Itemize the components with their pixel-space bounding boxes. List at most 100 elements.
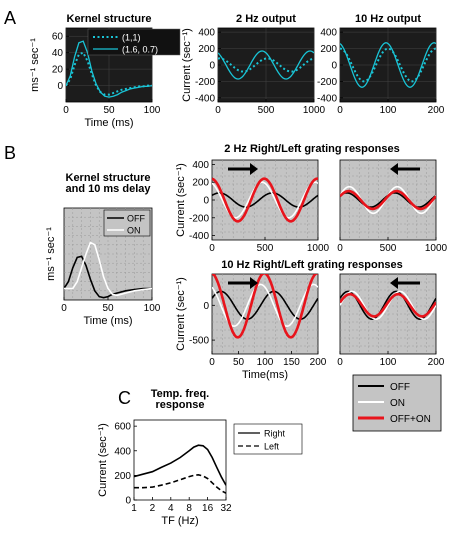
x-tick-label: 4 [168, 503, 174, 514]
x-tick-label: 0 [61, 303, 67, 314]
series-line-off-on [340, 189, 436, 211]
x-axis-label: TF (Hz) [161, 515, 198, 527]
y-tick-label: 20 [52, 65, 64, 76]
chart-b5: 0 100 200 [337, 273, 445, 368]
series-line-1 [218, 50, 314, 80]
chart-title: Kernel structure [67, 13, 152, 25]
y-tick-label: 200 [192, 178, 209, 189]
y-tick-label: 60 [52, 32, 64, 43]
x-tick-label: 0 [63, 105, 69, 116]
x-tick-label: 0 [337, 105, 343, 116]
chart-c: 1 2 4 8 16 32 0 200 400 600 Temp. freq.response TF … [97, 388, 303, 527]
legend: (1,1) (1.6, 0.7) [87, 28, 181, 56]
series-line--1-1- [66, 51, 152, 96]
chart-title: Temp. freq. [151, 388, 209, 400]
legend-box [87, 28, 181, 56]
chart-a3: 0 100 200 -400 -200 0 200 400 10 Hz output [317, 13, 445, 116]
x-axis-label: Time(ms) [242, 369, 288, 381]
legend-label-offon: OFF+ON [390, 414, 431, 425]
y-tick-label: 0 [203, 301, 209, 312]
y-tick-label: 0 [57, 81, 63, 92]
chart-subtitle: response [156, 399, 205, 411]
y-tick-label: 200 [198, 44, 215, 55]
series-line-off-on [212, 274, 318, 339]
y-tick-label: 600 [114, 422, 131, 433]
x-tick-label: 500 [258, 105, 275, 116]
series-line-off [64, 255, 152, 299]
x-tick-label: 200 [428, 105, 445, 116]
x-tick-label: 1000 [425, 243, 448, 254]
x-tick-label: 200 [428, 357, 445, 368]
series-line-1 [340, 42, 436, 88]
legend-label-off: OFF [390, 382, 410, 393]
x-tick-label: 500 [257, 243, 274, 254]
y-tick-label: -400 [189, 231, 209, 242]
x-tick-label: 200 [310, 357, 327, 368]
y-tick-label: 0 [209, 61, 215, 72]
legend-label: Left [264, 442, 280, 452]
x-tick-label: 2 [150, 503, 156, 514]
arrow-right-icon [228, 163, 258, 175]
y-tick-label: 200 [114, 471, 131, 482]
series-line-on [64, 241, 152, 297]
y-tick-label: -400 [317, 93, 337, 104]
legend-label: (1,1) [122, 33, 141, 43]
series-line-off-on [212, 177, 318, 223]
x-tick-label: 500 [380, 243, 397, 254]
legend: Right Left [233, 423, 303, 455]
chart-title: 10 Hz output [355, 13, 421, 25]
x-tick-label: 0 [215, 105, 221, 116]
y-tick-label: 0 [331, 61, 337, 72]
gridlines [65, 28, 153, 102]
legend-label: OFF [127, 214, 145, 224]
y-axis-label: Current (sec⁻¹) [181, 28, 193, 102]
x-tick-label: 16 [202, 503, 214, 514]
y-axis-label: Current (sec⁻¹) [175, 277, 187, 351]
y-tick-label: 400 [198, 28, 215, 39]
x-tick-label: 0 [209, 243, 215, 254]
y-axis-label: Current (sec⁻¹) [175, 163, 187, 237]
x-tick-label: 100 [380, 105, 397, 116]
panel-letter-b: B [4, 143, 16, 163]
y-tick-label: 0 [125, 496, 131, 507]
arrow-left-icon [390, 163, 420, 175]
chart-subtitle: and 10 ms delay [66, 183, 152, 195]
x-axis-label: Time (ms) [84, 117, 133, 129]
y-tick-label: -200 [195, 77, 215, 88]
x-tick-label: 50 [103, 105, 115, 116]
y-tick-label: 0 [203, 196, 209, 207]
x-tick-label: 8 [186, 503, 192, 514]
arrow-right-icon [228, 277, 258, 289]
x-tick-label: 100 [144, 303, 161, 314]
series-line-0 [218, 57, 314, 73]
x-tick-label: 100 [144, 105, 161, 116]
gridlines [212, 160, 318, 240]
x-axis-label: Time (ms) [83, 315, 132, 327]
legend: OFF ON [103, 209, 151, 237]
chart-title: 10 Hz Right/Left grating responses [221, 259, 403, 271]
x-tick-label: 50 [102, 303, 114, 314]
x-tick-label: 32 [220, 503, 232, 514]
legend-box [103, 209, 151, 237]
y-axis-label: ms⁻¹ sec⁻¹ [45, 227, 57, 281]
y-axis-label: Current (sec⁻¹) [97, 423, 109, 497]
chart-title: 2 Hz Right/Left grating responses [224, 143, 399, 155]
series-line-off-on [340, 292, 436, 318]
y-tick-label: 400 [320, 28, 337, 39]
y-tick-label: 40 [52, 48, 64, 59]
legend-label: ON [127, 226, 141, 236]
panel-letter-a: A [4, 8, 16, 28]
legend-label: Right [264, 429, 286, 439]
y-tick-label: -200 [317, 77, 337, 88]
legend-label: (1.6, 0.7) [122, 45, 158, 55]
chart-title: Kernel structure [66, 172, 151, 184]
x-tick-label: 0 [209, 357, 215, 368]
x-tick-label: 1 [131, 503, 137, 514]
chart-title: 2 Hz output [236, 13, 296, 25]
x-tick-label: 100 [257, 357, 274, 368]
x-tick-label: 100 [380, 357, 397, 368]
